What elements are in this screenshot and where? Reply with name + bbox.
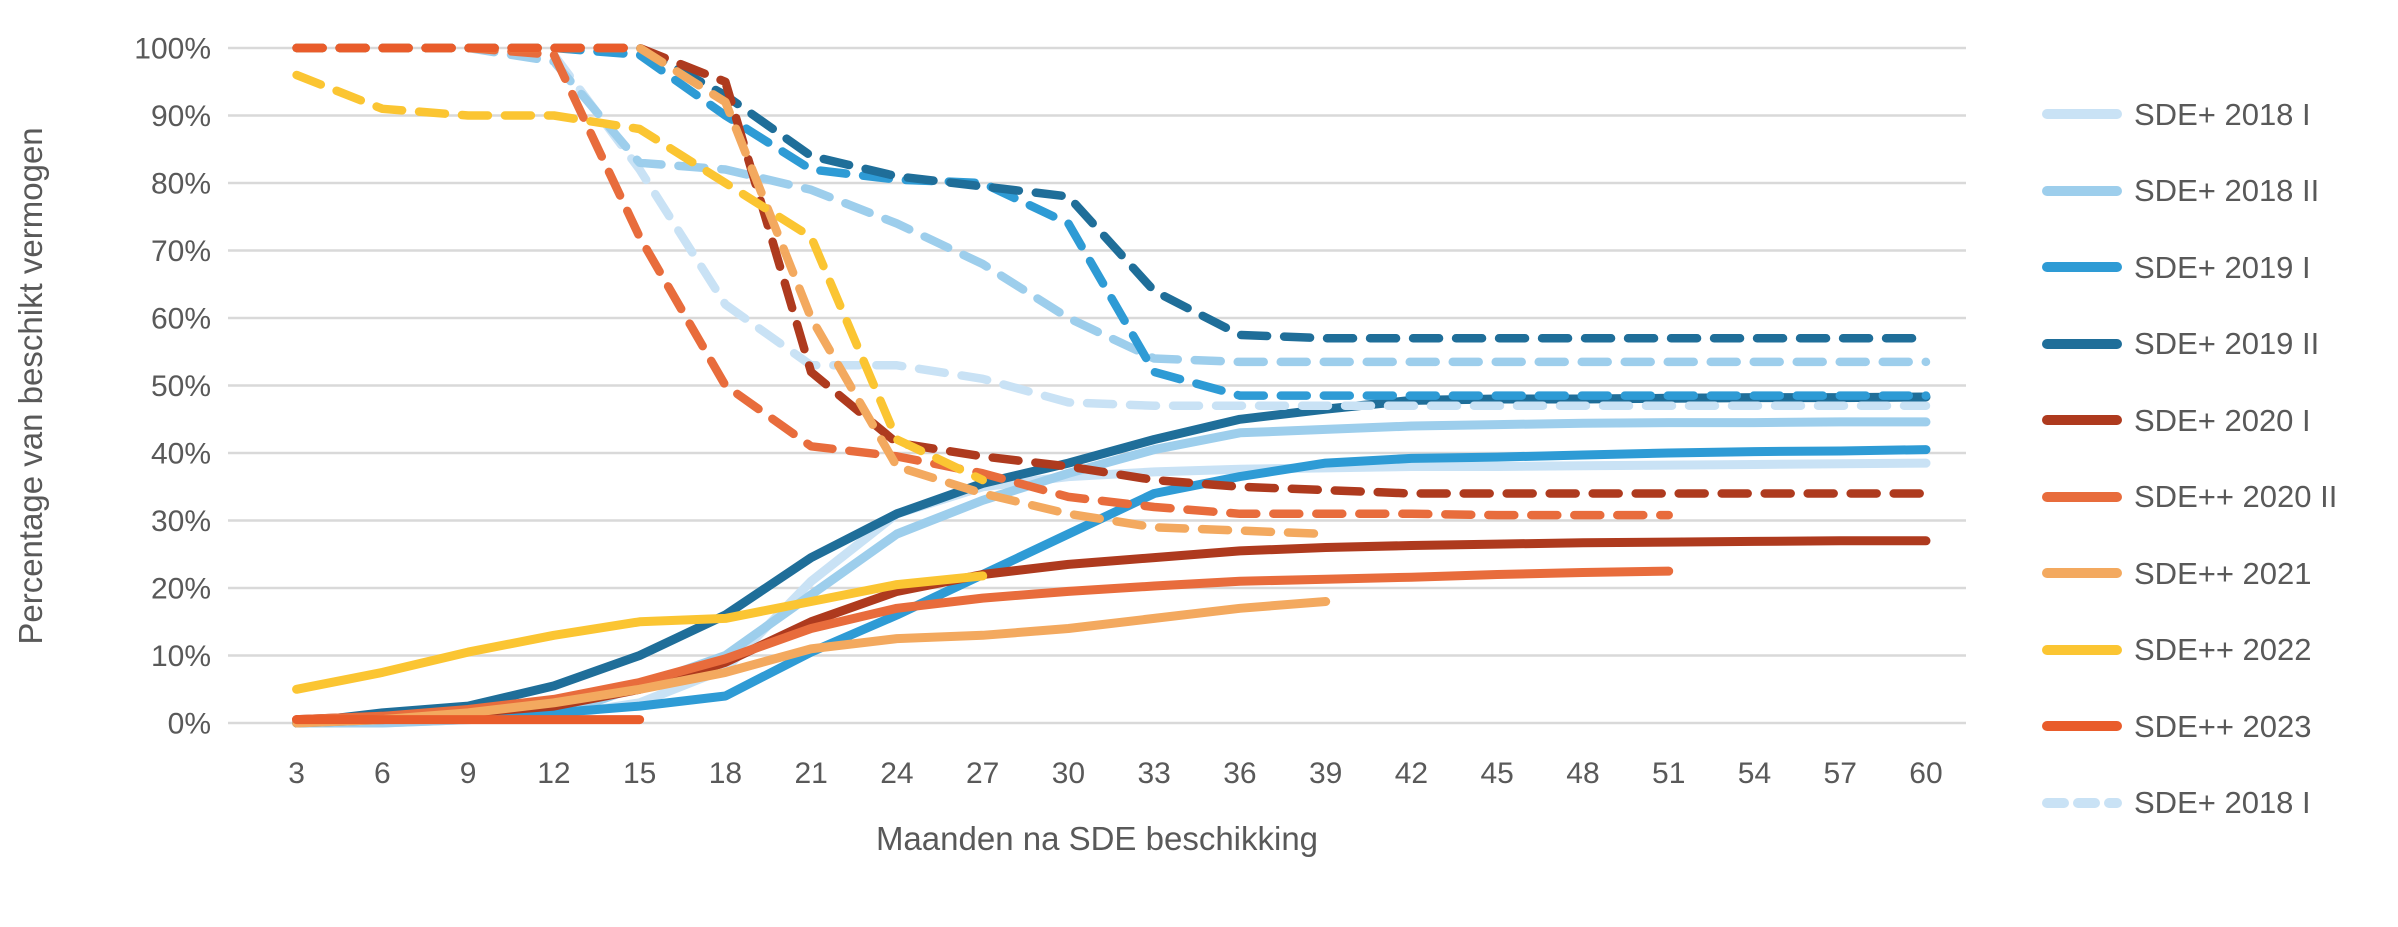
legend-label: SDE++ 2020 II	[2134, 479, 2338, 515]
legend-label: SDE++ 2021	[2134, 555, 2312, 591]
legend-item: SDE+ 2018 II	[2042, 153, 2398, 230]
x-tick-label: 39	[1309, 757, 1342, 790]
x-tick-label: 51	[1652, 757, 1685, 790]
y-tick-label: 40%	[151, 438, 211, 471]
y-tick-label: 90%	[151, 100, 211, 133]
x-tick-label: 21	[794, 757, 827, 790]
legend-item: SDE++ 2022	[2042, 612, 2398, 689]
legend-swatch-solid	[2042, 185, 2122, 196]
x-tick-label: 30	[1052, 757, 1085, 790]
y-tick-label: 80%	[151, 168, 211, 201]
x-tick-label: 60	[1909, 757, 1942, 790]
x-axis-title: Maanden na SDE beschikking	[876, 820, 1318, 857]
x-tick-label: 24	[880, 757, 913, 790]
axis-tick-labels: 0%10%20%30%40%50%60%70%80%90%100%3 6 9 12 15…	[134, 33, 1942, 791]
legend-swatch-solid	[2042, 721, 2122, 732]
x-tick-label: 57	[1824, 757, 1857, 790]
series-line-sde-2019-ii	[292, 392, 1931, 728]
series-line-sde-2022	[292, 571, 988, 694]
x-tick-label: 18	[709, 757, 742, 790]
legend-label: SDE+ 2018 II	[2134, 173, 2320, 209]
x-tick-label: 27	[966, 757, 999, 790]
legend-item: SDE+ 2020 I	[2042, 382, 2398, 459]
legend-item: SDE+ 2018 I	[2042, 765, 2398, 842]
legend-label: SDE+ 2018 I	[2134, 785, 2311, 821]
x-tick-label: 54	[1738, 757, 1771, 790]
x-tick-label: 15	[623, 757, 656, 790]
x-tick-label: 45	[1481, 757, 1514, 790]
legend-swatch-solid	[2042, 262, 2122, 273]
legend-swatch-solid	[2042, 568, 2122, 579]
legend-item: SDE++ 2020 II	[2042, 459, 2398, 536]
legend: SDE+ 2018 I SDE+ 2018 II SDE+ 2019 I SDE+ 2…	[2042, 76, 2398, 841]
series-line-sde-2022-dashed	[292, 70, 987, 485]
series-line-sde-2018-ii-dashed	[292, 43, 1931, 367]
legend-swatch-solid	[2042, 338, 2122, 349]
series-lines	[292, 43, 1931, 728]
x-tick-label: 42	[1395, 757, 1428, 790]
legend-item: SDE++ 2023	[2042, 688, 2398, 765]
x-tick-label: 48	[1566, 757, 1599, 790]
x-tick-label: 9	[460, 757, 477, 790]
legend-label: SDE+ 2020 I	[2134, 402, 2311, 438]
y-tick-label: 50%	[151, 370, 211, 403]
legend-item: SDE+ 2019 I	[2042, 229, 2398, 306]
x-tick-label: 12	[537, 757, 570, 790]
y-tick-label: 70%	[151, 235, 211, 268]
legend-swatch-solid	[2042, 415, 2122, 426]
legend-item: SDE++ 2021	[2042, 535, 2398, 612]
x-tick-label: 3	[288, 757, 305, 790]
legend-swatch-solid	[2042, 491, 2122, 502]
legend-label: SDE+ 2019 I	[2134, 249, 2311, 285]
x-tick-label: 33	[1137, 757, 1170, 790]
y-tick-label: 100%	[134, 33, 211, 66]
legend-item: SDE+ 2019 II	[2042, 306, 2398, 383]
x-tick-label: 6	[374, 757, 391, 790]
y-tick-label: 10%	[151, 640, 211, 673]
legend-swatch-solid	[2042, 109, 2122, 120]
legend-item: SDE+ 2018 I	[2042, 76, 2398, 153]
legend-label: SDE+ 2019 II	[2134, 326, 2320, 362]
y-tick-label: 30%	[151, 505, 211, 538]
series-line-sde-2021-dashed	[292, 43, 1330, 539]
x-tick-label: 36	[1223, 757, 1256, 790]
legend-label: SDE++ 2022	[2134, 632, 2312, 668]
y-tick-label: 0%	[168, 708, 211, 741]
y-tick-label: 20%	[151, 573, 211, 606]
series-line-sde-2018-i-dashed	[292, 43, 1931, 411]
y-tick-label: 60%	[151, 303, 211, 336]
series-line-sde-2021	[292, 597, 1331, 728]
series-line-sde-2019-i	[292, 445, 1931, 728]
series-line-sde-2019-i-dashed	[292, 43, 1931, 400]
legend-label: SDE+ 2018 I	[2134, 96, 2311, 132]
legend-label: SDE++ 2023	[2134, 708, 2312, 744]
legend-swatch-dashed	[2042, 797, 2122, 808]
legend-swatch-solid	[2042, 644, 2122, 655]
series-line-sde-2020-ii-dashed	[292, 43, 1673, 520]
y-axis-title: Percentage van beschikt vermogen	[12, 127, 49, 644]
